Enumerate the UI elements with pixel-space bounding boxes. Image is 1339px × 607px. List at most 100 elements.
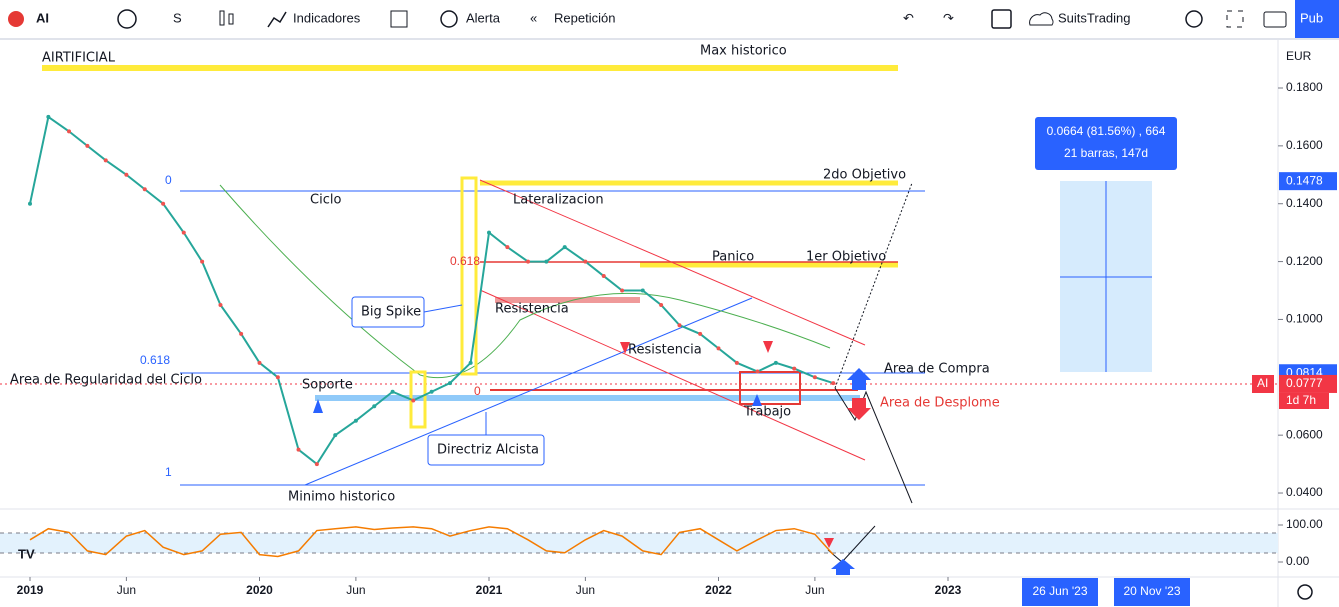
price-point	[755, 369, 760, 374]
x-tick-label: 2021	[476, 583, 503, 597]
annotation: Area de Desplome	[880, 396, 1000, 411]
price-point	[812, 375, 817, 380]
date-tag: 20 Nov '23	[1124, 584, 1181, 598]
candle-icon[interactable]	[228, 13, 234, 25]
annotation: 1er Objetivo	[806, 250, 886, 265]
price-point	[239, 331, 244, 336]
replay[interactable]: Repetición	[554, 10, 615, 25]
snapshot[interactable]	[1263, 11, 1287, 28]
axis-settings[interactable]	[1297, 584, 1313, 600]
price-point	[487, 230, 491, 235]
indicator-icon[interactable]	[267, 11, 287, 28]
x-tick-label: 2019	[17, 583, 44, 597]
price-point	[46, 114, 51, 119]
indicators[interactable]: Indicadores	[293, 10, 361, 25]
settings[interactable]	[1185, 10, 1203, 28]
annotation: Ciclo	[310, 193, 341, 208]
price-point	[124, 172, 129, 177]
projection	[834, 182, 913, 389]
annotation: Resistencia	[495, 302, 569, 317]
y-tick-label: 0.0600	[1286, 427, 1323, 441]
price-point	[831, 381, 836, 386]
publish-button[interactable]	[1295, 0, 1339, 38]
layout-icon[interactable]	[991, 9, 1012, 29]
x-tick-label: 2020	[246, 583, 273, 597]
countdown-bg	[1279, 393, 1329, 409]
x-tick-label: 2023	[935, 583, 962, 597]
measure-label	[1035, 117, 1177, 170]
layout-name[interactable]: SuitsTrading	[1058, 10, 1131, 25]
price-point	[562, 245, 567, 250]
price-point	[161, 201, 166, 206]
replay-icon[interactable]: «	[530, 10, 537, 25]
price-point	[698, 331, 703, 336]
price-point	[677, 323, 682, 328]
price-point	[601, 274, 606, 279]
price-point	[314, 462, 319, 467]
symbol-tag-bg	[1252, 375, 1274, 393]
fib-label: 0.618	[450, 254, 480, 268]
redo[interactable]: ↷	[943, 10, 954, 25]
price-tag-label: 0.1478	[1286, 173, 1323, 187]
y-tick-label: 0.1200	[1286, 254, 1323, 268]
tv-logo[interactable]: TV	[18, 546, 35, 561]
callout-pointer	[423, 304, 463, 313]
highlight-box	[460, 176, 478, 376]
price-point	[275, 375, 280, 380]
y-tick-label: 0.1000	[1286, 312, 1323, 326]
osc-tick-label: 100.00	[1286, 517, 1323, 531]
price-point	[716, 346, 721, 351]
symbol-tag: AI	[1257, 376, 1268, 390]
price-point	[734, 360, 739, 365]
annotation: Big Spike	[361, 305, 421, 320]
symbol[interactable]: AI	[36, 10, 49, 25]
price-point	[429, 389, 434, 394]
candle-icon[interactable]	[219, 10, 225, 26]
logo[interactable]	[8, 11, 24, 27]
fullscreen[interactable]	[1226, 10, 1244, 28]
add-icon[interactable]	[117, 9, 137, 29]
trend-line	[304, 297, 753, 486]
annotation: Area de Regularidad del Ciclo	[10, 373, 202, 388]
x-tick-label: Jun	[576, 583, 595, 597]
x-tick-label: Jun	[117, 583, 136, 597]
interval[interactable]: S	[173, 10, 182, 25]
y-tick-label: 0.1800	[1286, 80, 1323, 94]
annotation: AIRTIFICIAL	[42, 51, 116, 66]
price-point	[390, 389, 395, 394]
undo[interactable]: ↶	[903, 10, 914, 25]
osc-tick-label: 0.00	[1286, 554, 1310, 568]
price-point	[411, 398, 416, 403]
date-tag-bg	[1114, 578, 1190, 606]
date-tag: 26 Jun '23	[1032, 584, 1087, 598]
price-point	[505, 245, 510, 250]
x-tick-label: Jun	[346, 583, 365, 597]
price-point	[468, 360, 473, 365]
alert-icon[interactable]	[440, 10, 458, 28]
publish[interactable]: Pub	[1300, 10, 1323, 25]
price-point	[333, 433, 338, 438]
price-point	[200, 259, 205, 264]
sell-arrow	[847, 398, 871, 420]
currency: EUR	[1286, 49, 1312, 63]
templates-icon[interactable]	[390, 10, 408, 28]
marker	[763, 341, 773, 353]
price-point	[85, 143, 90, 148]
countdown: 1d 7h	[1286, 393, 1316, 407]
price-tag	[1279, 172, 1337, 191]
price-tag-label: 0.0777	[1286, 376, 1323, 390]
fib-label: 0	[165, 173, 172, 187]
price-point	[257, 360, 262, 365]
channel	[479, 289, 866, 461]
toolbar: AI S Indicadores Alerta « Repetición ↶ ↷…	[0, 0, 1339, 40]
marker	[313, 399, 323, 413]
osc-band	[0, 533, 1278, 553]
price-point	[526, 259, 531, 264]
cloud-icon[interactable]	[1029, 12, 1054, 26]
annotation: Lateralizacion	[513, 193, 604, 208]
annotation: Resistencia	[628, 343, 702, 358]
x-tick-label: 2022	[705, 583, 732, 597]
alert[interactable]: Alerta	[466, 10, 501, 25]
price-point	[544, 259, 549, 264]
price-point	[103, 158, 108, 163]
